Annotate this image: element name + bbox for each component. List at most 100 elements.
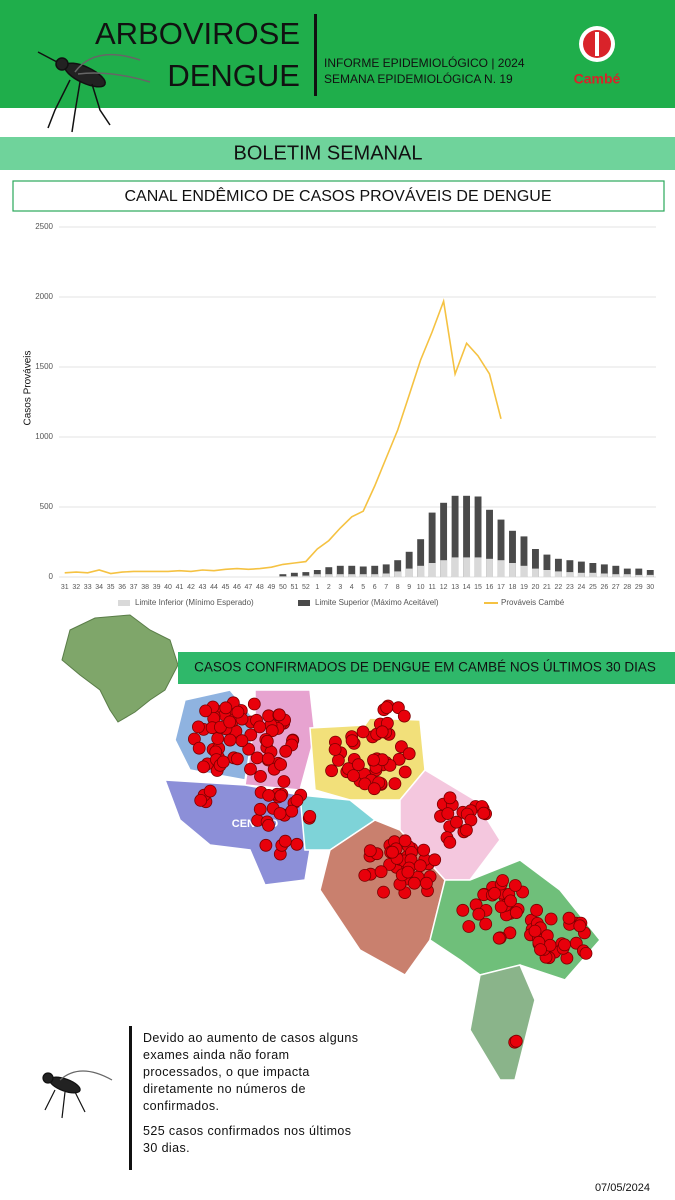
bar (290, 576, 298, 577)
legend-label: Limite Inferior (Mínimo Esperado) (135, 598, 254, 607)
x-tick-label: 11 (428, 584, 435, 591)
case-dot (211, 732, 225, 745)
case-dot (479, 917, 493, 931)
x-tick-label: 19 (520, 584, 528, 591)
case-dot (472, 907, 486, 921)
case-dot (428, 853, 442, 867)
x-tick-label: 52 (302, 584, 310, 591)
map-title-band (178, 652, 675, 684)
case-dot (290, 794, 304, 807)
x-tick-label: 26 (600, 584, 608, 591)
bar (279, 576, 287, 577)
bar (394, 560, 402, 577)
x-tick-label: 17 (497, 584, 505, 591)
case-dot (443, 791, 457, 805)
case-dot (192, 741, 206, 755)
x-tick-label: 45 (222, 584, 230, 591)
x-tick-label: 36 (118, 584, 126, 591)
case-dot (477, 806, 491, 820)
case-dot (290, 837, 304, 851)
x-tick-label: 6 (373, 584, 377, 591)
x-tick-label: 24 (577, 584, 585, 591)
note-paragraph: 525 casos confirmados nos últimos 30 dia… (143, 1124, 352, 1155)
x-tick-label: 15 (474, 584, 482, 591)
x-tick-label: 28 (623, 584, 631, 591)
bar (451, 495, 459, 577)
case-dot (417, 843, 431, 857)
case-dot (274, 758, 288, 771)
bar (279, 574, 287, 577)
mosquito-icon (37, 51, 151, 133)
case-dot (351, 758, 365, 772)
bar (290, 572, 298, 577)
case-dot (450, 815, 463, 829)
x-tick-label: 35 (107, 584, 115, 591)
case-dot (358, 869, 372, 882)
case-dot (261, 752, 275, 766)
case-dot (375, 725, 389, 739)
header-title: DENGUE (167, 58, 300, 93)
case-dot (459, 823, 473, 837)
x-tick-label: 12 (440, 584, 448, 591)
bar (554, 558, 562, 577)
header-info: INFORME EPIDEMIOLÓGICO | 2024 (324, 55, 525, 70)
case-dot (562, 911, 576, 925)
bar (382, 573, 390, 577)
case-dot (278, 834, 292, 848)
case-dot (398, 765, 412, 779)
case-dot (530, 903, 543, 917)
bar (623, 568, 631, 577)
bar (646, 570, 654, 577)
legend-label: Limite Superior (Máximo Aceitável) (315, 598, 439, 607)
bar (463, 495, 471, 577)
legend-swatch (118, 600, 130, 606)
bar (543, 570, 551, 577)
date: 07/05/2024 (595, 1182, 650, 1194)
bar (348, 565, 356, 577)
case-dot (345, 734, 359, 748)
note-rule (129, 1026, 132, 1170)
case-dot (254, 770, 267, 783)
x-tick-label: 21 (543, 584, 551, 591)
bar (612, 574, 620, 577)
bar (474, 496, 482, 577)
x-tick-label: 39 (153, 584, 161, 591)
case-dot (509, 906, 523, 919)
bar (417, 565, 425, 577)
x-tick-label: 23 (566, 584, 574, 591)
case-dot (402, 747, 416, 761)
case-dot (374, 865, 388, 879)
bar (589, 572, 597, 577)
bar (325, 567, 333, 577)
case-dot (377, 885, 390, 899)
case-dot (509, 1034, 523, 1048)
header-rule (0, 108, 675, 110)
case-dot (223, 715, 237, 729)
case-dot (265, 724, 279, 738)
x-tick-label: 13 (451, 584, 459, 591)
bar (405, 551, 413, 577)
logo-text: Cambé (574, 71, 621, 87)
case-dot (392, 752, 406, 766)
case-dot (508, 879, 522, 892)
mosquito-icon (42, 1070, 113, 1119)
case-dot (346, 769, 360, 782)
bar (554, 571, 562, 577)
x-tick-label: 49 (267, 584, 275, 591)
x-tick-label: 48 (256, 584, 264, 591)
case-dot (194, 794, 208, 807)
banner-band (0, 137, 675, 170)
header-info: SEMANA EPIDEMIOLÓGICA N. 19 (324, 71, 513, 86)
x-tick-label: 25 (589, 584, 597, 591)
x-tick-label: 3 (338, 584, 342, 591)
case-dot (260, 734, 274, 748)
case-dot (262, 819, 275, 832)
note: Devido ao aumento de casos alguns exames… (143, 1030, 365, 1157)
y-axis-label: Casos Prováveis (23, 350, 34, 425)
case-dot (504, 894, 518, 908)
bar (325, 574, 333, 577)
bar (577, 561, 585, 577)
brazil-map (61, 614, 179, 723)
bar (520, 565, 528, 577)
